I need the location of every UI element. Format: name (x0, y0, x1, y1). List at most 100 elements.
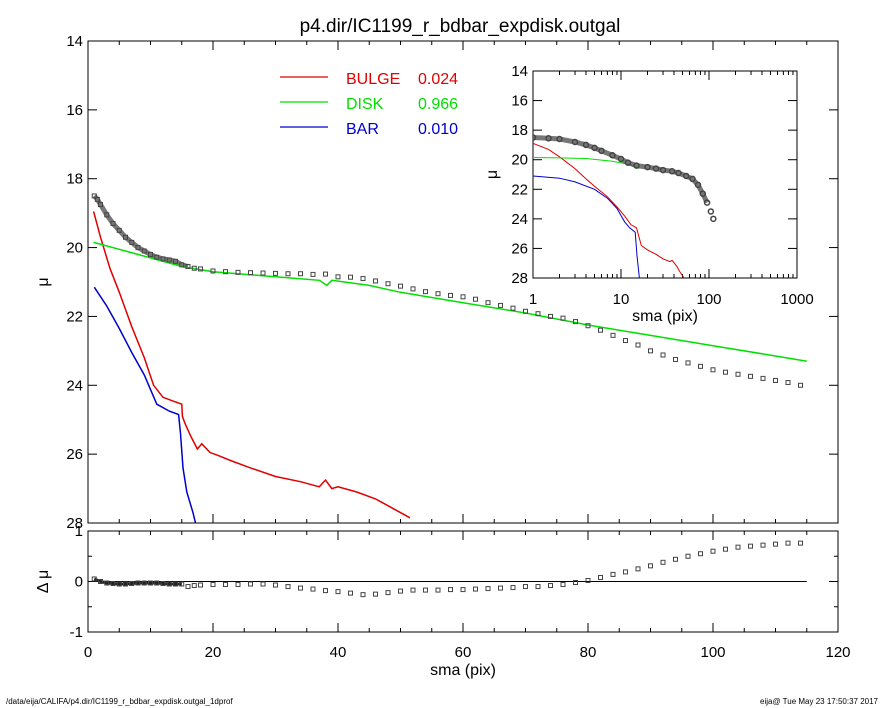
data-point (611, 333, 615, 337)
data-point (486, 301, 490, 305)
data-point (724, 547, 728, 551)
data-point (274, 583, 278, 587)
data-point (386, 591, 390, 595)
legend: BULGE 0.024 DISK 0.966 BAR 0.010 (280, 71, 458, 138)
data-point (661, 560, 665, 564)
data-point (786, 541, 790, 545)
inset-background (533, 71, 797, 278)
y-tick-label: 16 (66, 102, 83, 119)
data-point (411, 287, 415, 291)
y-tick-label: 24 (511, 211, 528, 228)
x-tick-label: 80 (580, 644, 597, 661)
data-point (561, 583, 565, 587)
y-tick-label: 20 (66, 240, 83, 257)
x-tick-label: 100 (696, 291, 721, 308)
y-tick-label: 14 (511, 63, 528, 80)
legend-label: BULGE (346, 71, 400, 88)
data-point (286, 585, 290, 589)
data-point (449, 588, 453, 592)
x-axis-label: sma (pix) (632, 308, 698, 325)
y-tick-label: 22 (66, 308, 83, 325)
chart-title: p4.dir/IC1199_r_bdbar_expdisk.outgal (300, 16, 621, 37)
y-axis-label: μ (484, 170, 501, 179)
y-axis-label: μ (35, 277, 52, 286)
y-tick-label: 26 (511, 240, 528, 257)
data-point (474, 297, 478, 301)
data-point (186, 585, 190, 589)
data-point (286, 272, 290, 276)
data-point (324, 589, 328, 593)
y-tick-label: 20 (511, 152, 528, 169)
x-tick-label: 40 (330, 644, 347, 661)
data-point (474, 587, 478, 591)
data-point (236, 583, 240, 587)
legend-value: 0.966 (418, 96, 458, 113)
data-point (461, 588, 465, 592)
data-point (192, 584, 196, 588)
data-point (349, 275, 353, 279)
data-point (299, 272, 303, 276)
data-point (761, 376, 765, 380)
data-point (411, 588, 415, 592)
y-tick-label: 22 (511, 181, 528, 198)
data-point (274, 271, 278, 275)
data-point (311, 272, 315, 276)
data-point (324, 272, 328, 276)
data-point (774, 542, 778, 546)
data-point (436, 588, 440, 592)
series-line-bar (94, 287, 195, 523)
data-point (524, 585, 528, 589)
x-tick-label: 10 (613, 291, 630, 308)
data-point (711, 368, 715, 372)
data-point (499, 586, 503, 590)
data-point (674, 357, 678, 361)
x-tick-label: 60 (455, 644, 472, 661)
legend-value: 0.024 (418, 71, 458, 88)
y-tick-label: 1 (75, 523, 83, 540)
y-tick-label: 16 (511, 93, 528, 110)
y-tick-label: 18 (511, 122, 528, 139)
data-point (386, 282, 390, 286)
x-tick-label: 100 (700, 644, 725, 661)
x-tick-label: 1 (529, 291, 537, 308)
data-point (599, 328, 603, 332)
data-point (624, 570, 628, 574)
data-point (449, 293, 453, 297)
data-point (749, 374, 753, 378)
data-point (399, 589, 403, 593)
series-δ-μ (92, 541, 802, 597)
data-point (299, 586, 303, 590)
inset-panel: 1 10 100 1000 14 16 18 20 22 24 26 28 μ sma (pix) (484, 63, 814, 325)
data-point (399, 284, 403, 288)
data-point (799, 383, 803, 387)
data-point (711, 549, 715, 553)
data-point (211, 583, 215, 587)
x-tick-label: 20 (205, 644, 222, 661)
data-point (786, 381, 790, 385)
data-point (224, 583, 228, 587)
data-point (636, 343, 640, 347)
data-point (649, 564, 653, 568)
legend-label: BAR (346, 121, 379, 138)
data-point (611, 572, 615, 576)
data-point (686, 361, 690, 365)
data-point (624, 339, 628, 343)
footer-path: /data/eija/CALIFA/p4.dir/IC1199_r_bdbar_… (6, 697, 233, 706)
data-point (724, 370, 728, 374)
data-point (424, 290, 428, 294)
data-point (599, 575, 603, 579)
data-point (511, 306, 515, 310)
data-point (536, 585, 540, 589)
data-point (736, 372, 740, 376)
legend-label: DISK (346, 96, 384, 113)
x-tick-label: 0 (84, 644, 92, 661)
data-point (261, 582, 265, 586)
figure: p4.dir/IC1199_r_bdbar_expdisk.outgal 14 1… (0, 0, 885, 708)
data-point (349, 591, 353, 595)
data-point (674, 557, 678, 561)
y-tick-label: 26 (66, 446, 83, 463)
y-tick-label: 14 (66, 33, 83, 50)
y-tick-label: 0 (75, 574, 83, 591)
data-point (199, 583, 203, 587)
x-tick-label: 1000 (780, 291, 813, 308)
